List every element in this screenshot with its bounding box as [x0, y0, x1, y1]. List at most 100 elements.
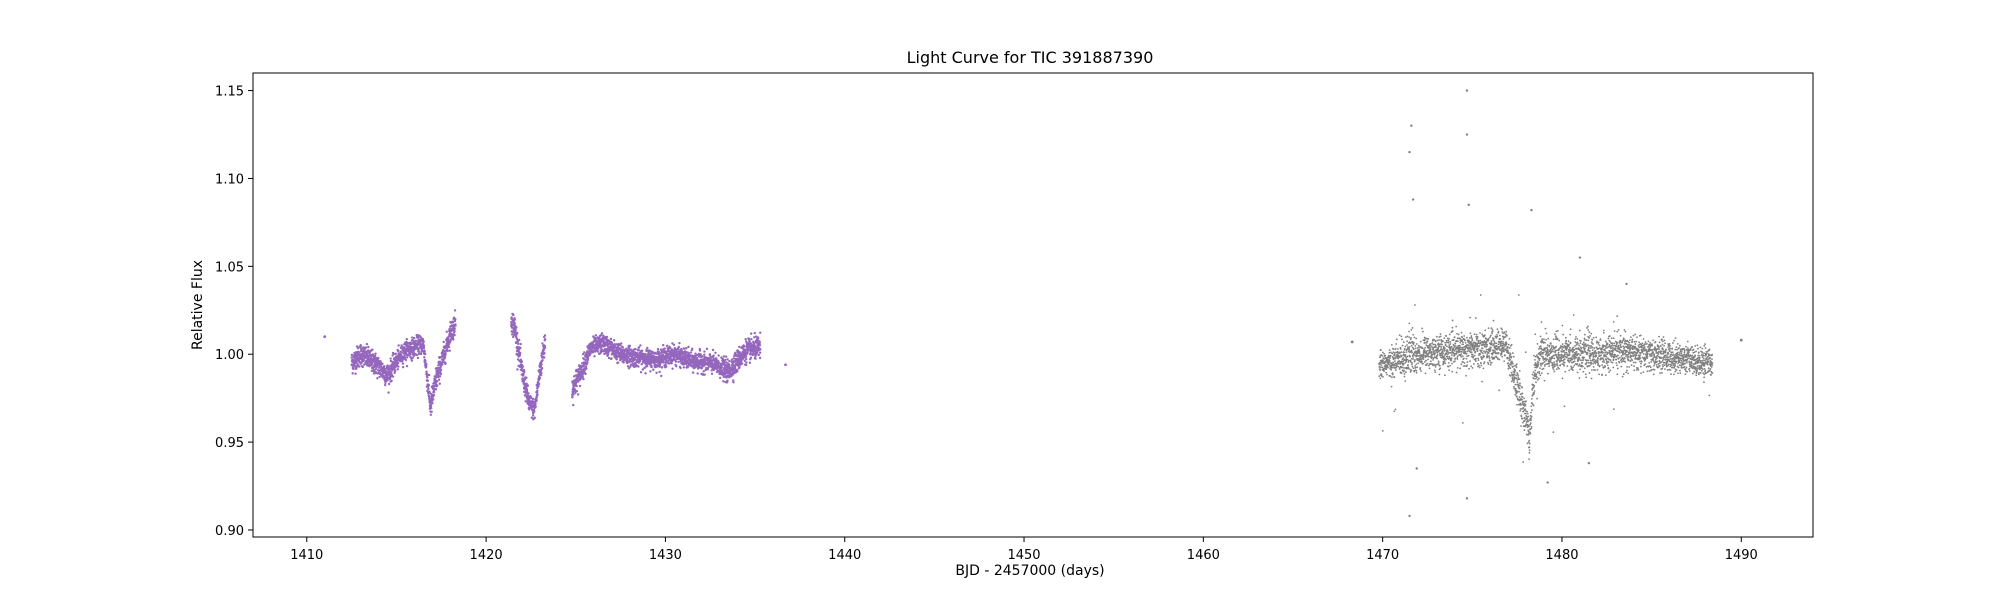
- data-point-series-1: [1411, 365, 1414, 368]
- data-point-series-1: [1516, 381, 1519, 384]
- data-point-series-0: [526, 384, 529, 388]
- data-point-series-1: [1526, 410, 1528, 413]
- data-point-series-1: [1577, 347, 1580, 350]
- data-point-series-0: [514, 328, 517, 332]
- data-point-series-1: [1483, 345, 1486, 348]
- data-point-series-1: [1390, 351, 1392, 354]
- data-point-series-0: [450, 332, 453, 335]
- data-point-series-1: [1554, 351, 1557, 354]
- data-point-series-1: [1380, 375, 1383, 377]
- data-point-series-1: [1385, 371, 1388, 374]
- data-point-series-1: [1449, 341, 1452, 343]
- data-point-series-1: [1503, 350, 1505, 353]
- data-point-series-0: [637, 346, 641, 349]
- data-point-series-1: [1451, 319, 1454, 322]
- data-point-series-0: [584, 372, 587, 376]
- data-point-series-0: [650, 365, 653, 369]
- data-point-series-1: [1552, 338, 1555, 341]
- data-point-series-1: [1396, 350, 1399, 353]
- data-point-series-1: [1469, 346, 1472, 349]
- data-point-series-1: [1518, 387, 1521, 390]
- data-point-series-1: [1393, 364, 1396, 367]
- data-point-series-0: [516, 340, 520, 343]
- data-point-series-1: [1483, 355, 1486, 358]
- data-point-series-0: [424, 352, 427, 356]
- data-point-series-1: [1548, 365, 1550, 367]
- data-point-series-1: [1539, 345, 1542, 348]
- data-point-series-1: [1447, 341, 1450, 344]
- data-point-series-1: [1409, 361, 1412, 363]
- data-point-series-1: [1552, 350, 1554, 353]
- data-point-series-1: [1553, 365, 1556, 368]
- data-point-series-1: [1422, 358, 1425, 361]
- data-point-series-0: [629, 365, 632, 368]
- data-point-series-0: [627, 367, 631, 370]
- data-point-series-1: [1508, 337, 1511, 340]
- data-point-series-1: [1513, 379, 1515, 382]
- data-point-series-0: [350, 356, 353, 359]
- data-point-series-0: [637, 365, 640, 368]
- data-point-series-1: [1470, 336, 1473, 339]
- data-point-series-0: [745, 357, 748, 361]
- data-point-series-1: [1431, 351, 1433, 353]
- data-point-series-1: [1427, 355, 1430, 358]
- data-point-series-0: [430, 410, 433, 413]
- data-point-series-1: [1512, 381, 1515, 384]
- data-point-series-1: [1401, 344, 1404, 347]
- data-point-series-1: [1527, 415, 1530, 418]
- data-point-series-1: [1492, 339, 1494, 341]
- data-point-series-1: [1545, 332, 1548, 335]
- data-point-series-1: [1403, 375, 1406, 378]
- data-point-series-0: [655, 371, 658, 375]
- data-point-series-0: [691, 371, 695, 374]
- data-point-series-1: [1561, 377, 1564, 380]
- data-point-series-1: [1458, 344, 1461, 347]
- data-point-series-1: [1409, 355, 1411, 358]
- data-point-series-1: [1490, 327, 1493, 330]
- data-point-series-1: [1535, 381, 1537, 384]
- data-point-series-1: [1572, 353, 1575, 356]
- data-point-series-0: [512, 335, 515, 339]
- data-point-series-1: [1488, 355, 1491, 358]
- data-point-series-1: [1518, 399, 1521, 402]
- data-point-series-0: [422, 340, 425, 343]
- data-point-series-0: [535, 399, 538, 402]
- data-point-series-1: [1414, 365, 1417, 367]
- data-point-series-0: [645, 364, 649, 368]
- data-point-series-0: [645, 363, 649, 366]
- data-point-series-1: [1407, 367, 1410, 370]
- data-point-series-1: [1563, 361, 1566, 364]
- data-point-series-1: [1397, 348, 1399, 350]
- data-point-series-1: [1379, 377, 1382, 380]
- data-point-series-1: [1436, 357, 1438, 360]
- data-point-series-1: [1533, 377, 1535, 380]
- data-point-series-0: [392, 352, 396, 356]
- data-point-series-0: [703, 350, 706, 353]
- data-point-series-1: [1453, 336, 1456, 339]
- data-point-series-1: [1510, 343, 1513, 346]
- data-point-series-0: [743, 359, 746, 362]
- data-point-series-1: [1555, 345, 1557, 348]
- data-point-series-1: [1410, 349, 1413, 352]
- data-point-series-0: [519, 346, 522, 350]
- data-point-series-1: [1521, 392, 1524, 395]
- data-point-series-0: [453, 309, 457, 312]
- data-point-series-1: [1350, 340, 1354, 344]
- data-point-series-0: [687, 352, 691, 355]
- data-point-series-1: [1399, 363, 1402, 365]
- data-point-series-0: [701, 355, 704, 358]
- data-point-series-1: [1445, 335, 1448, 337]
- data-point-series-1: [1406, 348, 1409, 351]
- data-point-series-1: [1448, 344, 1451, 347]
- data-point-series-0: [633, 358, 637, 361]
- data-point-series-1: [1502, 340, 1504, 343]
- data-point-series-0: [383, 383, 387, 387]
- data-point-series-0: [703, 353, 706, 356]
- data-point-series-1: [1524, 424, 1527, 427]
- data-point-series-1: [1530, 419, 1532, 422]
- data-point-series-1: [1524, 404, 1527, 406]
- data-point-series-0: [401, 362, 405, 365]
- data-point-series-1: [1406, 340, 1409, 343]
- data-point-series-1: [1432, 343, 1435, 346]
- data-point-series-1: [1473, 349, 1476, 352]
